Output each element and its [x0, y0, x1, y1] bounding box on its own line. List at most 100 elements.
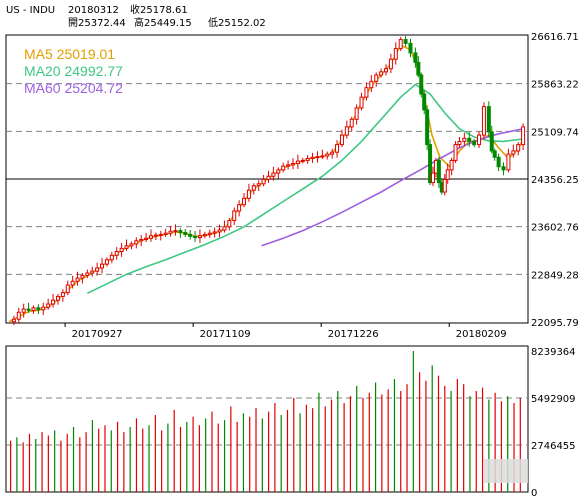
volume-bar	[192, 416, 194, 492]
volume-bar	[312, 408, 314, 492]
price-tick-label: 25863.22	[531, 80, 579, 91]
volume-bar	[223, 420, 226, 492]
volume-bar	[494, 392, 496, 492]
candle-body	[290, 163, 295, 166]
price-tick-label: 23602.76	[531, 223, 579, 234]
candle-body	[281, 165, 286, 171]
candle-body	[325, 153, 330, 157]
volume-bar	[16, 437, 18, 492]
volume-bar	[66, 433, 68, 492]
ma20-line	[86, 83, 524, 295]
candle-body	[472, 140, 477, 146]
candle-body	[197, 235, 202, 239]
volume-tick-label: 8239364	[531, 347, 576, 358]
candle-body	[403, 39, 408, 44]
volume-bar	[167, 423, 169, 492]
candle-body	[521, 126, 526, 146]
candle-body	[335, 144, 340, 153]
volume-bar	[10, 440, 12, 492]
candle-body	[374, 74, 379, 82]
candle-body	[26, 308, 31, 311]
candle-body	[428, 144, 433, 184]
volume-bar	[343, 403, 345, 492]
candle-body	[21, 308, 26, 313]
candle-body	[158, 233, 163, 236]
candle-body	[173, 230, 178, 233]
low-label: 低25152.02	[208, 18, 266, 30]
volume-bar	[393, 379, 396, 492]
candle-body	[453, 144, 458, 161]
volume-bar	[179, 426, 182, 492]
candle-body	[330, 151, 335, 155]
candle-body	[114, 251, 119, 256]
candle-body	[305, 158, 310, 161]
candle-body	[55, 295, 60, 301]
volume-bar	[519, 397, 521, 492]
volume-bar	[268, 411, 270, 492]
volume-bar	[154, 414, 156, 492]
volume-bar	[305, 404, 307, 492]
close-value: 25178.61	[140, 5, 188, 16]
candle-body	[237, 204, 242, 212]
candle-body	[11, 318, 16, 323]
candle-body	[431, 172, 436, 184]
volume-bar	[293, 397, 295, 492]
candle-body	[511, 150, 516, 155]
candle-body	[276, 169, 281, 174]
candle-body	[486, 106, 491, 133]
volume-bar	[286, 409, 289, 492]
x-tick-label: 20170927	[72, 329, 123, 340]
candle-body	[207, 232, 212, 235]
volume-bar	[72, 426, 75, 492]
candle-body	[222, 226, 227, 231]
volume-bar	[356, 385, 358, 492]
candle-body	[379, 71, 384, 76]
candle-body	[286, 164, 291, 167]
candle-body	[271, 172, 276, 177]
volume-bar	[274, 403, 276, 492]
candle-body	[300, 159, 305, 162]
volume-bar	[249, 416, 251, 492]
volume-bar	[507, 396, 509, 492]
volume-bar	[129, 426, 131, 492]
volume-bar	[456, 379, 458, 492]
price-tick-label: 24356.25	[531, 175, 579, 186]
volume-bar	[60, 440, 62, 492]
candle-body	[90, 270, 95, 274]
candle-body	[85, 272, 90, 277]
candle-body	[51, 299, 56, 305]
volume-tick-label: 2746455	[531, 441, 576, 452]
candle-body	[393, 47, 398, 60]
volume-bar	[85, 432, 87, 492]
candle-body	[369, 80, 374, 89]
volume-bar	[161, 430, 163, 492]
volume-bar	[368, 392, 370, 492]
volume-bar	[116, 421, 119, 492]
volume-bar	[104, 425, 106, 492]
volume-bar	[431, 365, 433, 492]
candle-body	[183, 232, 188, 235]
candle-body	[168, 230, 173, 234]
candle-body	[413, 52, 418, 63]
volume-bar	[148, 425, 150, 492]
volume-bar	[54, 430, 56, 492]
volume-bar	[242, 413, 245, 492]
legend-ma20: MA20 24992.77	[24, 63, 123, 79]
candle-body	[178, 230, 183, 234]
volume-panel-frame	[5, 345, 529, 493]
candle-body	[232, 210, 237, 222]
volume-bar	[412, 351, 414, 492]
candle-body	[144, 237, 149, 240]
volume-bar	[475, 391, 477, 492]
x-tick-label: 20171226	[328, 329, 379, 340]
candle-body	[251, 185, 256, 191]
volume-bar	[98, 428, 100, 492]
volume-bar	[469, 396, 471, 492]
volume-bar	[280, 414, 282, 492]
volume-bar	[387, 389, 389, 492]
volume-bar	[450, 391, 452, 492]
candle-body	[457, 140, 462, 146]
volume-bar	[362, 397, 364, 492]
candle-body	[436, 159, 441, 184]
